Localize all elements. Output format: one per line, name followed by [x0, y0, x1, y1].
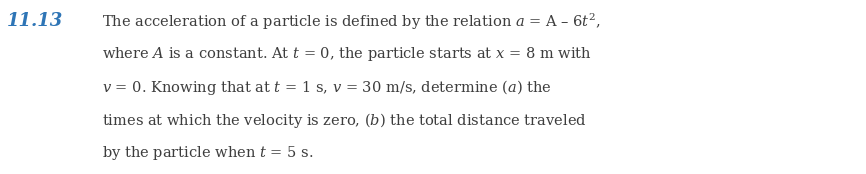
Text: times at which the velocity is zero, ($b$) the total distance traveled: times at which the velocity is zero, ($b… [102, 111, 587, 130]
Text: $v$ = 0. Knowing that at $t$ = 1 s, $v$ = 30 m/s, determine ($a$) the: $v$ = 0. Knowing that at $t$ = 1 s, $v$ … [102, 78, 552, 97]
Text: The acceleration of a particle is defined by the relation $a$ = A – 6$t^2$,: The acceleration of a particle is define… [102, 12, 601, 33]
Text: 11.13: 11.13 [7, 12, 63, 30]
Text: by the particle when $t$ = 5 s.: by the particle when $t$ = 5 s. [102, 144, 313, 162]
Text: where $A$ is a constant. At $t$ = 0, the particle starts at $x$ = 8 m with: where $A$ is a constant. At $t$ = 0, the… [102, 45, 591, 63]
